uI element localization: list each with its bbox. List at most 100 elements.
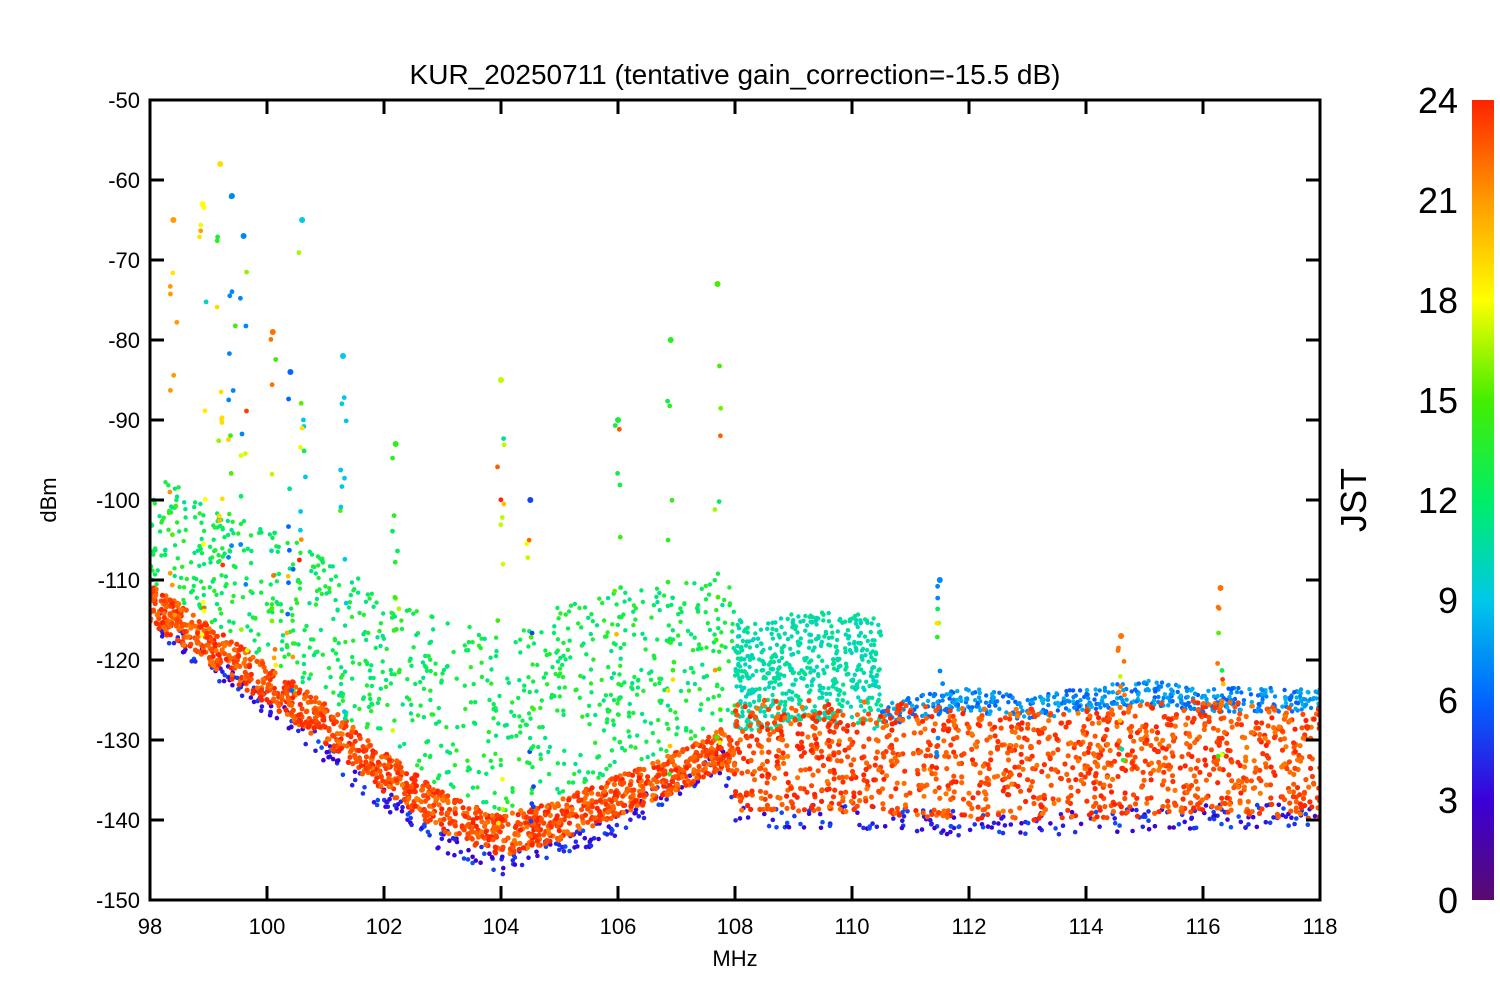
- point-floor: [948, 742, 954, 748]
- point-haze: [422, 663, 428, 669]
- point-floor: [740, 728, 746, 735]
- point-floor: [357, 735, 363, 742]
- point-floor: [505, 821, 511, 827]
- point-daytime-band: [758, 641, 764, 646]
- point-floor: [663, 778, 669, 784]
- point-low-floor: [1271, 815, 1276, 820]
- point-floor: [981, 706, 988, 712]
- point-floor: [873, 720, 880, 726]
- point-haze: [278, 602, 283, 607]
- point-daytime-band: [751, 636, 756, 642]
- point-haze: [428, 688, 433, 693]
- point-floor: [1195, 700, 1201, 706]
- point-floor: [500, 844, 506, 850]
- point-floor: [1243, 758, 1249, 764]
- point-floor: [892, 810, 898, 816]
- point-floor: [933, 765, 940, 771]
- point-haze: [219, 573, 224, 578]
- point-upper-floor: [1298, 698, 1303, 703]
- point-floor: [835, 708, 841, 714]
- point-haze: [494, 649, 499, 654]
- point-haze: [371, 675, 376, 681]
- point-haze: [649, 615, 654, 620]
- point-haze: [241, 548, 247, 553]
- point-haze: [220, 546, 225, 551]
- point-low-floor: [489, 855, 495, 860]
- point-haze: [679, 609, 684, 615]
- point-haze: [316, 575, 321, 581]
- point-floor: [541, 820, 547, 826]
- point-upper-floor: [1010, 695, 1015, 701]
- point-floor: [196, 619, 202, 625]
- point-floor: [409, 776, 415, 782]
- point-floor: [525, 845, 531, 851]
- point-daytime-band: [782, 703, 788, 708]
- point-floor: [1131, 764, 1137, 770]
- point-floor: [1291, 740, 1297, 746]
- point-floor: [945, 808, 951, 814]
- point-upper-floor: [1071, 694, 1076, 700]
- point-haze: [308, 637, 314, 642]
- point-floor: [861, 772, 867, 778]
- point-haze: [510, 786, 515, 791]
- point-haze: [538, 705, 543, 711]
- point-haze: [190, 588, 195, 593]
- point-daytime-band: [829, 635, 835, 640]
- point-floor: [783, 771, 789, 777]
- point-floor: [547, 812, 553, 819]
- point-daytime-band: [859, 654, 864, 659]
- point-floor: [558, 834, 564, 840]
- point-haze: [268, 582, 273, 587]
- point-floor: [1200, 807, 1206, 813]
- point-haze: [640, 631, 645, 636]
- point-upper-floor: [1255, 709, 1260, 714]
- point-haze: [605, 717, 610, 722]
- point-haze: [302, 628, 307, 633]
- point-floor: [774, 726, 780, 733]
- point-daytime-band: [837, 688, 842, 693]
- point-upper-floor: [1192, 691, 1198, 696]
- point-low-floor: [1140, 814, 1146, 819]
- point-floor: [1139, 746, 1145, 752]
- point-low-floor: [258, 708, 264, 714]
- point-floor: [864, 786, 870, 792]
- point-haze: [491, 716, 496, 721]
- point-floor: [234, 641, 240, 647]
- point-floor: [360, 744, 366, 750]
- point-haze: [603, 693, 609, 698]
- point-floor: [840, 712, 846, 718]
- point-floor: [1192, 739, 1198, 746]
- point-daytime-band: [866, 659, 871, 664]
- point-haze: [347, 600, 353, 605]
- point-floor: [439, 806, 445, 812]
- point-floor: [941, 808, 947, 814]
- point-floor: [509, 810, 515, 816]
- point-floor: [844, 774, 850, 780]
- point-daytime-band: [779, 624, 784, 630]
- point-low-floor: [1023, 831, 1028, 836]
- point-floor: [875, 738, 881, 744]
- point-floor: [299, 706, 305, 712]
- point-floor: [1166, 808, 1172, 815]
- point-floor: [1148, 742, 1154, 749]
- point-haze: [582, 605, 588, 610]
- point-haze: [198, 579, 204, 584]
- point-low-floor: [352, 777, 358, 783]
- point-low-floor: [259, 704, 265, 709]
- point-haze: [714, 683, 720, 689]
- point-floor: [1279, 764, 1285, 770]
- point-floor: [838, 758, 844, 764]
- point-floor: [1084, 798, 1090, 804]
- point-floor: [1110, 808, 1116, 815]
- point-daytime-band: [754, 643, 760, 649]
- point-floor: [995, 738, 1001, 745]
- point-haze: [549, 692, 555, 698]
- point-upper-floor: [1161, 695, 1166, 700]
- point-haze: [418, 703, 423, 708]
- point-floor: [406, 795, 412, 802]
- point-floor: [745, 769, 751, 775]
- point-floor: [1073, 777, 1079, 783]
- point-haze: [690, 648, 696, 653]
- point-haze: [465, 758, 470, 763]
- point-floor: [876, 767, 882, 773]
